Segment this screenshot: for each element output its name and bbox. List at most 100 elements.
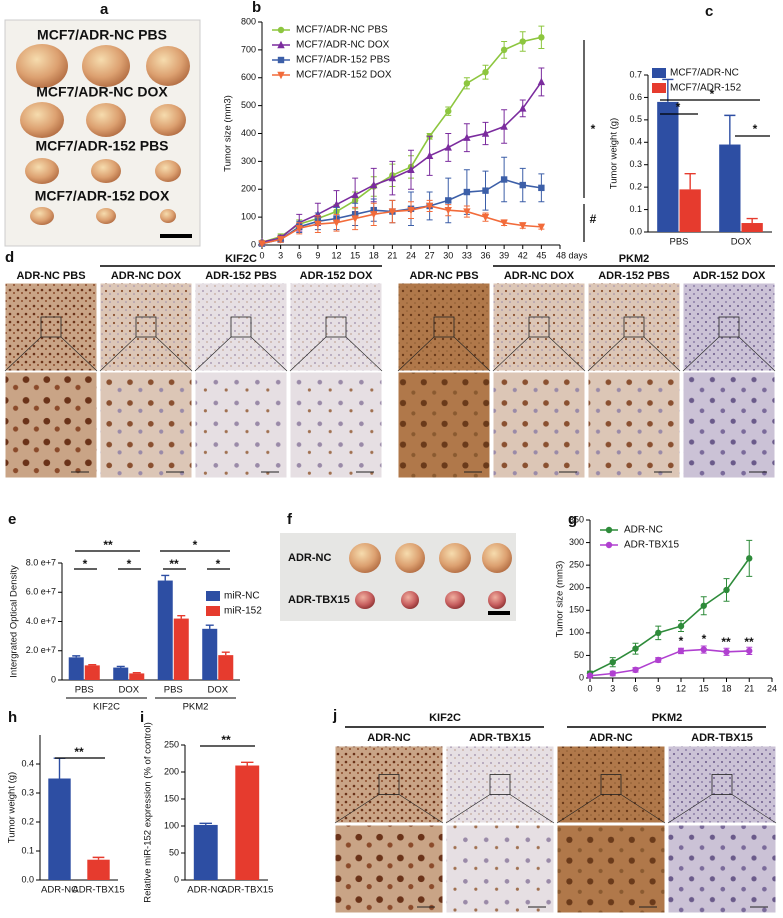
- zoom-line: [556, 794, 602, 824]
- x-tick-label: 24: [406, 250, 416, 260]
- annotation: *: [193, 538, 198, 552]
- x-tick-label: 18: [369, 250, 379, 260]
- tumor: [160, 209, 176, 223]
- marker: [677, 647, 685, 655]
- panel-letter: j: [332, 707, 337, 724]
- y-tick-label: 0.1: [629, 204, 642, 214]
- column-label: ADR-NC PBS: [16, 270, 85, 282]
- x-tick-label: 27: [425, 250, 435, 260]
- y-tick-label: 4.0 e+7: [26, 616, 56, 626]
- panel-letter: d: [5, 249, 14, 266]
- micrograph: [99, 371, 193, 479]
- marker: [482, 68, 489, 76]
- y-axis-label: Tumor size (mm3): [223, 95, 234, 172]
- column-label: ADR-NC: [589, 732, 632, 744]
- legend-label: MCF7/ADR-152 DOX: [296, 70, 392, 81]
- scale-bar: [488, 611, 510, 615]
- marker: [370, 180, 378, 189]
- y-tick-label: 0.3: [629, 159, 642, 169]
- marker: [276, 236, 285, 244]
- column-label: ADR-NC DOX: [504, 270, 575, 282]
- bar: [719, 144, 741, 232]
- x-tick-label: PBS: [164, 685, 183, 696]
- line: [589, 648, 750, 677]
- y-axis-label: Tumor weight (g): [609, 118, 620, 189]
- error-bar: [199, 822, 212, 825]
- panel-letter: h: [8, 709, 17, 726]
- legend-label: MCF7/ADR-152: [670, 83, 742, 94]
- annotation: *: [676, 100, 681, 114]
- y-tick-label: 50: [574, 650, 584, 660]
- marker: [407, 206, 415, 215]
- y-tick-label: 200: [241, 184, 256, 194]
- marker: [500, 122, 508, 130]
- marker: [277, 26, 285, 34]
- marker: [445, 197, 452, 204]
- marker: [425, 202, 434, 211]
- y-tick-label: 200: [569, 582, 584, 592]
- x-tick-label: 15: [350, 250, 360, 260]
- bar: [235, 765, 260, 880]
- micrograph: [587, 371, 681, 479]
- row-label: MCF7/ADR-NC PBS: [37, 27, 167, 43]
- row-label: ADR-TBX15: [288, 594, 350, 606]
- x-tick-label: 15: [699, 683, 709, 693]
- x-tick-label: ADR-NC: [41, 885, 78, 896]
- x-tick-label: PBS: [669, 237, 688, 248]
- bar: [157, 580, 173, 680]
- micrograph: [445, 824, 555, 914]
- line: [589, 557, 750, 675]
- zoom-line: [60, 336, 98, 372]
- error-bar: [116, 665, 125, 668]
- bar: [202, 628, 218, 680]
- x-tick-label: 48 days: [556, 250, 588, 260]
- bar: [113, 667, 129, 680]
- marker: [388, 208, 397, 216]
- marker: [370, 211, 378, 219]
- zoom-line: [548, 336, 586, 372]
- legend-label: MCF7/ADR-NC DOX: [296, 40, 390, 51]
- line: [261, 36, 542, 243]
- zoom-box: [433, 316, 455, 338]
- row-label: ADR-NC: [288, 552, 331, 564]
- x-tick-label: ADR-TBX15: [221, 885, 273, 896]
- column-label: ADR-TBX15: [691, 732, 753, 744]
- y-axis-label: Tumor size (mm3): [555, 561, 566, 638]
- annotation: *: [83, 557, 88, 571]
- marker: [746, 647, 753, 655]
- legend-swatch: [652, 68, 666, 78]
- annotation: *: [216, 557, 221, 571]
- marker: [332, 200, 341, 208]
- tumor: [30, 207, 54, 225]
- x-tick-label: 21: [744, 683, 754, 693]
- row-label: MCF7/ADR-152 PBS: [35, 138, 168, 154]
- marker: [700, 602, 707, 609]
- zoom-line: [345, 336, 383, 372]
- micrograph: [492, 371, 586, 479]
- legend-label: MCF7/ADR-NC PBS: [296, 25, 388, 36]
- y-tick-label: 0.0: [629, 226, 642, 236]
- marker: [388, 173, 397, 182]
- group-label: KIF2C: [93, 702, 120, 713]
- x-tick-label: ADR-TBX15: [72, 885, 124, 896]
- y-tick-label: 700: [241, 44, 256, 54]
- marker: [519, 104, 527, 112]
- y-tick-label: 400: [241, 128, 256, 138]
- x-tick-label: 9: [656, 683, 661, 693]
- marker: [655, 656, 662, 664]
- marker: [425, 151, 434, 159]
- y-tick-label: 6.0 e+7: [26, 587, 56, 597]
- zoom-line: [397, 336, 435, 372]
- panel-letter: f: [287, 511, 293, 528]
- micrograph: [397, 371, 491, 479]
- error-bar: [161, 574, 170, 581]
- marker: [655, 629, 662, 637]
- marker: [519, 222, 527, 230]
- marker: [586, 672, 594, 679]
- marker: [609, 670, 616, 677]
- tumor: [150, 104, 186, 136]
- annotation: *: [591, 122, 596, 136]
- marker: [258, 240, 266, 248]
- y-tick-label: 100: [164, 820, 179, 830]
